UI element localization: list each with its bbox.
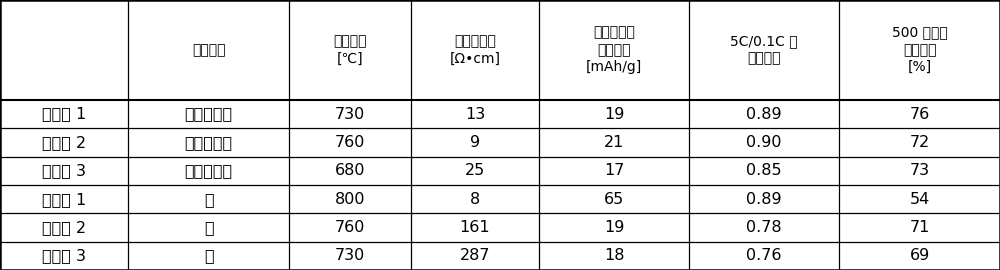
Text: 无: 无	[204, 248, 214, 263]
Text: 0.89: 0.89	[746, 192, 782, 207]
Text: 实施例 2: 实施例 2	[42, 135, 86, 150]
Text: 涡流实验不
可逆容量
[mAh/g]: 涡流实验不 可逆容量 [mAh/g]	[586, 26, 642, 74]
Text: 比较例 2: 比较例 2	[42, 220, 86, 235]
Text: 680: 680	[335, 163, 365, 178]
Text: 65: 65	[604, 192, 624, 207]
Text: 19: 19	[604, 220, 624, 235]
Text: 5C/0.1C 放
电容量比: 5C/0.1C 放 电容量比	[730, 34, 798, 66]
Text: 导热助剂: 导热助剂	[192, 43, 225, 57]
Text: 76: 76	[909, 107, 930, 122]
Text: 18: 18	[604, 248, 624, 263]
Text: 73: 73	[910, 163, 930, 178]
Text: 8: 8	[470, 192, 480, 207]
Text: 71: 71	[909, 220, 930, 235]
Text: 实施例 3: 实施例 3	[42, 163, 86, 178]
Text: 0.76: 0.76	[746, 248, 782, 263]
Text: 0.78: 0.78	[746, 220, 782, 235]
Text: 161: 161	[460, 220, 490, 235]
Text: 500 循环容
量维持率
[%]: 500 循环容 量维持率 [%]	[892, 26, 947, 74]
Text: 实施例 1: 实施例 1	[42, 107, 86, 122]
Text: 9: 9	[470, 135, 480, 150]
Text: 粉体电阻率
[Ω•cm]: 粉体电阻率 [Ω•cm]	[450, 34, 501, 66]
Text: 287: 287	[460, 248, 490, 263]
Text: 54: 54	[909, 192, 930, 207]
Text: 比较例 1: 比较例 1	[42, 192, 86, 207]
Text: 无: 无	[204, 192, 214, 207]
Text: 烧成温度
[℃]: 烧成温度 [℃]	[333, 34, 367, 66]
Text: 19: 19	[604, 107, 624, 122]
Text: 石墨烧结体: 石墨烧结体	[185, 107, 233, 122]
Text: 17: 17	[604, 163, 624, 178]
Text: 0.85: 0.85	[746, 163, 782, 178]
Text: 0.90: 0.90	[746, 135, 782, 150]
Text: 比较例 3: 比较例 3	[42, 248, 86, 263]
Text: 石墨烧结体: 石墨烧结体	[185, 135, 233, 150]
Text: 760: 760	[335, 135, 365, 150]
Text: 13: 13	[465, 107, 485, 122]
Text: 730: 730	[335, 107, 365, 122]
Text: 0.89: 0.89	[746, 107, 782, 122]
Text: 无: 无	[204, 220, 214, 235]
Text: 730: 730	[335, 248, 365, 263]
Text: 760: 760	[335, 220, 365, 235]
Text: 石墨烧结体: 石墨烧结体	[185, 163, 233, 178]
Text: 69: 69	[909, 248, 930, 263]
Text: 21: 21	[604, 135, 624, 150]
Text: 72: 72	[909, 135, 930, 150]
Text: 800: 800	[335, 192, 365, 207]
Text: 25: 25	[465, 163, 485, 178]
